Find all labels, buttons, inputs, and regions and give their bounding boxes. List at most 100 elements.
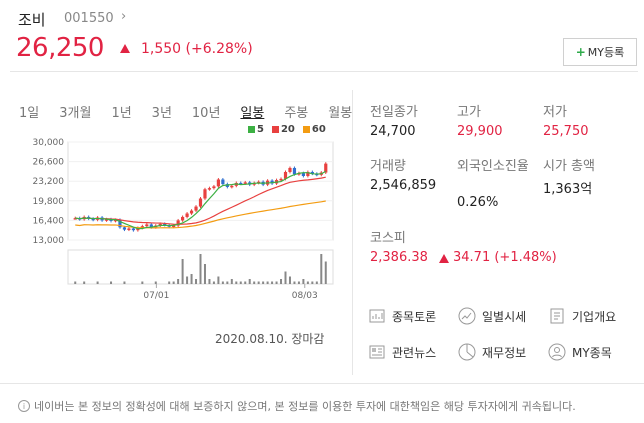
volume-bar [297,281,300,284]
candle-body [172,225,176,228]
candle-body [194,206,198,211]
volume-bar [83,281,86,284]
volume-bar [190,274,193,284]
volume-bar [315,281,318,284]
my-register-button[interactable]: + MY등록 [563,38,637,66]
volume-bar [266,281,269,284]
volume-bar [212,281,215,284]
candle-body [131,228,135,231]
stock-name[interactable]: 조비 [18,11,46,29]
candle-body [198,198,203,207]
up-triangle-icon [439,254,449,263]
my-register-label: MY등록 [587,46,625,59]
discussion-link[interactable]: 종목토론 [368,307,436,325]
my-stocks-label: MY종목 [572,345,612,360]
related-news-label: 관련뉴스 [392,345,437,360]
trend-icon [458,307,476,325]
candle-body [243,182,247,184]
candle-body [203,189,207,199]
kospi-label[interactable]: 코스피 [370,231,406,246]
chart-legend: 5 20 60 [248,124,326,135]
tab-weekly[interactable]: 주봉 [284,106,309,121]
y-tick-label: 30,000 [33,138,65,148]
candle-body [212,186,216,189]
discussion-label: 종목토론 [392,309,437,324]
info-icon: i [18,400,30,412]
candle-body [113,219,118,222]
volume-bar [248,279,251,284]
x-tick-label: 08/03 [292,291,318,301]
related-news-link[interactable]: 관련뉴스 [368,343,436,361]
stock-chart[interactable]: 30,000 26,600 23,200 19,800 16,400 13,000 07/0… [0,130,345,315]
stock-code[interactable]: 001550 [64,11,114,26]
volume-bar [275,281,278,284]
disclaimer-text: 네이버는 본 정보의 정확성에 대해 보증하지 않으며, 본 정보를 이용한 투… [34,400,576,413]
daily-price-link[interactable]: 일별시세 [458,307,526,325]
volume-bar [293,281,296,284]
volume-bar [154,281,157,284]
tab-3m[interactable]: 3개월 [59,106,92,121]
candle-body [301,173,305,177]
volume-bar [244,281,247,284]
pie-icon [458,343,476,361]
plus-icon: + [575,45,586,59]
volume-bar [271,281,274,284]
financial-info-link[interactable]: 재무정보 [458,343,526,361]
tab-1d[interactable]: 1일 [19,106,40,121]
candle-body [163,223,167,226]
volume-bar [226,281,229,284]
volume-bar [235,281,238,284]
volume-bar [320,254,323,284]
candle-body [149,224,153,228]
financial-info-label: 재무정보 [482,345,527,360]
y-tick-label: 26,600 [33,158,65,168]
candle-body [158,223,162,226]
candle-body [324,163,328,173]
tab-10y[interactable]: 10년 [191,106,221,121]
volume-value: 2,546,859 [370,178,437,193]
footer-divider [0,383,644,384]
news-icon [369,345,385,359]
volume-bar [221,281,224,284]
volume-bar [257,281,260,284]
chart-board-icon [369,309,385,323]
candle-body [216,179,220,187]
disclaimer: i 네이버는 본 정보의 정확성에 대해 보증하지 않으며, 본 정보를 이용한… [18,398,576,414]
document-icon [550,308,564,324]
candle-body [270,180,274,184]
tab-daily[interactable]: 일봉 [240,106,265,121]
up-triangle-icon [120,44,130,53]
volume-bar [230,279,233,284]
volume-bar [302,279,305,284]
chevron-right-icon[interactable]: › [121,9,127,24]
prev-close-label: 전일종가 [370,105,418,120]
volume-bar [217,276,220,284]
tab-3y[interactable]: 3년 [151,106,172,121]
volume-bar [96,281,99,284]
volume-bar [181,259,184,284]
x-tick-label: 07/01 [143,291,169,301]
tab-1y[interactable]: 1년 [111,106,132,121]
candle-body [118,219,122,228]
ma60-line [75,200,326,229]
volume-bar [195,279,198,284]
company-overview-link[interactable]: 기업개요 [548,307,616,325]
ma20-line [75,176,326,225]
high-value: 29,900 [457,124,503,139]
volume-bar [208,279,211,284]
candle-body [181,216,185,221]
tab-monthly[interactable]: 월봉 [328,106,353,121]
foreign-ratio-label: 외국인소진율 [457,159,529,174]
my-stocks-link[interactable]: MY종목 [548,343,612,361]
y-tick-label: 23,200 [33,177,65,187]
volume-bar [280,279,283,284]
chart-date: 2020.08.10. 장마감 [215,332,325,346]
candle-body [306,171,310,177]
header-divider [10,71,638,72]
volume-bar [177,279,180,284]
y-tick-label: 19,800 [33,197,65,207]
volume-bar [253,281,256,284]
legend-ma20: 20 [271,124,295,135]
volume-bar [123,281,126,284]
price-change: 1,550 (+6.28%) [141,41,253,57]
